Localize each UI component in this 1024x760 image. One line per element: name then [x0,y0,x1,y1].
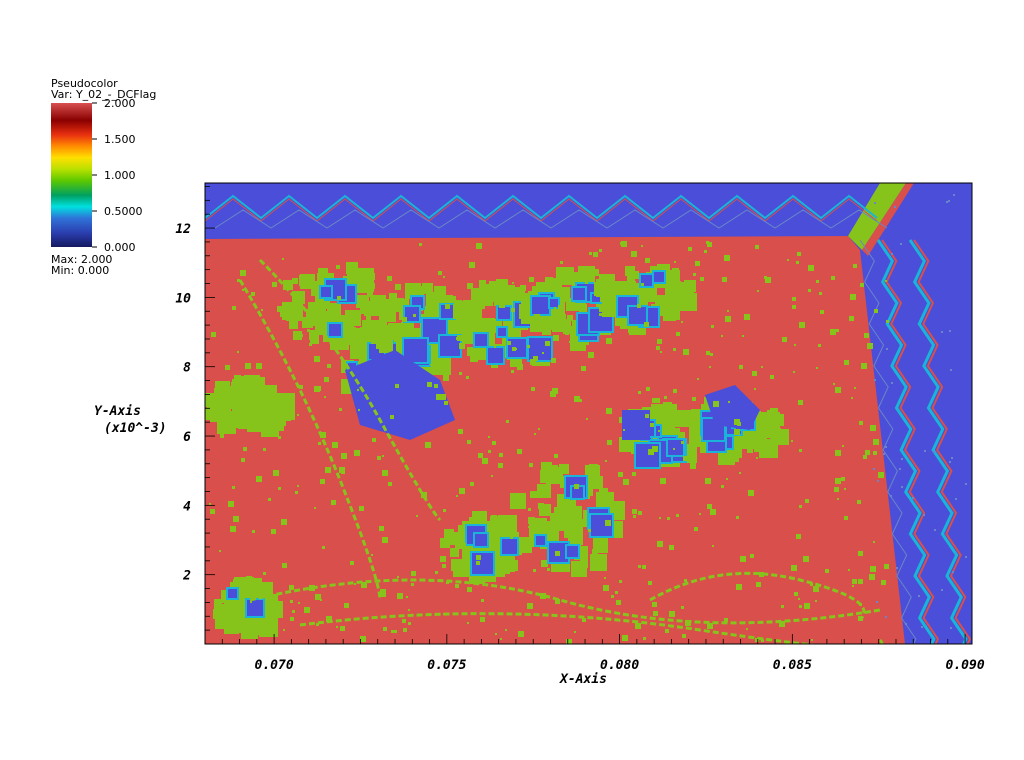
legend-tick-label: 1.000 [104,169,136,182]
x-tick-label: 0.075 [427,658,466,673]
x-tick-label: 0.085 [773,658,812,673]
legend-min: Min: 0.000 [51,264,109,277]
legend-tick-label: 0.000 [104,241,136,254]
legend-variable: Var: Y_02_-_DCFlag [51,88,156,101]
y-axis-title: Y-Axis [94,404,141,419]
legend-max: Max: 2.000 [51,253,112,266]
legend-plot-type: Pseudocolor [51,77,118,90]
y-tick-label: 2 [182,569,191,584]
axis-ticks: 0.070 0.075 0.080 0.085 0.090 2 4 6 8 10 12 [175,186,985,673]
y-tick-label: 12 [175,222,191,237]
y-tick-label: 10 [175,291,191,306]
pseudocolor-field [205,183,972,644]
legend-tick-label: 0.5000 [104,205,143,218]
legend-tick-label: 1.500 [104,133,136,146]
color-legend: Pseudocolor Var: Y_02_-_DCFlag 2.000 1.50… [51,77,156,277]
colorbar [51,103,92,247]
plot-frame [204,182,973,645]
plot-area: 0.070 0.075 0.080 0.085 0.090 2 4 6 8 10 12 [175,182,985,673]
y-tick-label: 6 [183,430,191,445]
x-tick-label: 0.080 [600,658,639,673]
x-tick-label: 0.070 [255,658,294,673]
y-tick-label: 4 [183,499,191,514]
y-tick-label: 8 [183,361,191,376]
x-tick-label: 0.090 [946,658,985,673]
x-axis-title: X-Axis [559,672,607,687]
legend-tick-label: 2.000 [104,97,136,110]
y-axis-units: (x10^-3) [104,421,167,436]
